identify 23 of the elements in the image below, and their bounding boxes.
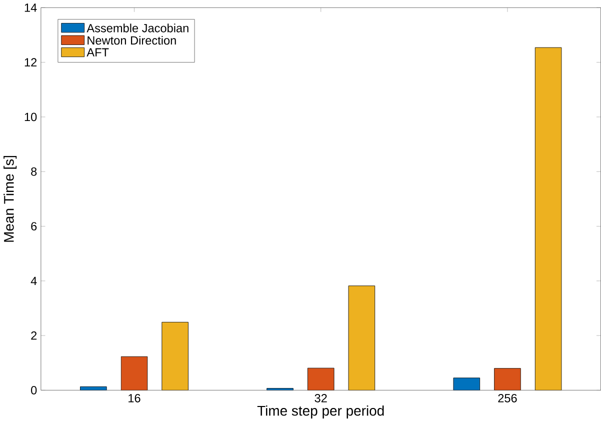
y-tick-label: 2	[31, 331, 37, 340]
y-tick-label: 4	[30, 276, 37, 285]
y-tick-label: 10	[24, 112, 37, 122]
bar	[120, 356, 148, 390]
x-tick-label: 32	[314, 394, 327, 402]
y-tick-label: 14	[24, 4, 37, 12]
bar	[162, 322, 188, 390]
bar	[534, 47, 562, 390]
x-axis-title: Time step per period	[257, 405, 384, 418]
bar	[453, 378, 480, 390]
legend-label: Assemble Jacobian	[86, 24, 188, 32]
y-tick-label: 0	[31, 386, 37, 394]
legend-label: AFT	[86, 48, 109, 56]
y-axis-title: Mean Time [s]	[4, 156, 17, 242]
bar	[494, 368, 521, 390]
y-tick-label: 12	[24, 58, 37, 66]
bar	[307, 368, 334, 390]
y-tick-label: 6	[31, 222, 37, 230]
bar	[348, 286, 376, 390]
x-tick-label: 256	[498, 394, 517, 402]
legend-label: Newton Direction	[88, 36, 176, 45]
y-tick-label: 8	[31, 167, 37, 176]
x-tick-label: 16	[128, 394, 140, 402]
